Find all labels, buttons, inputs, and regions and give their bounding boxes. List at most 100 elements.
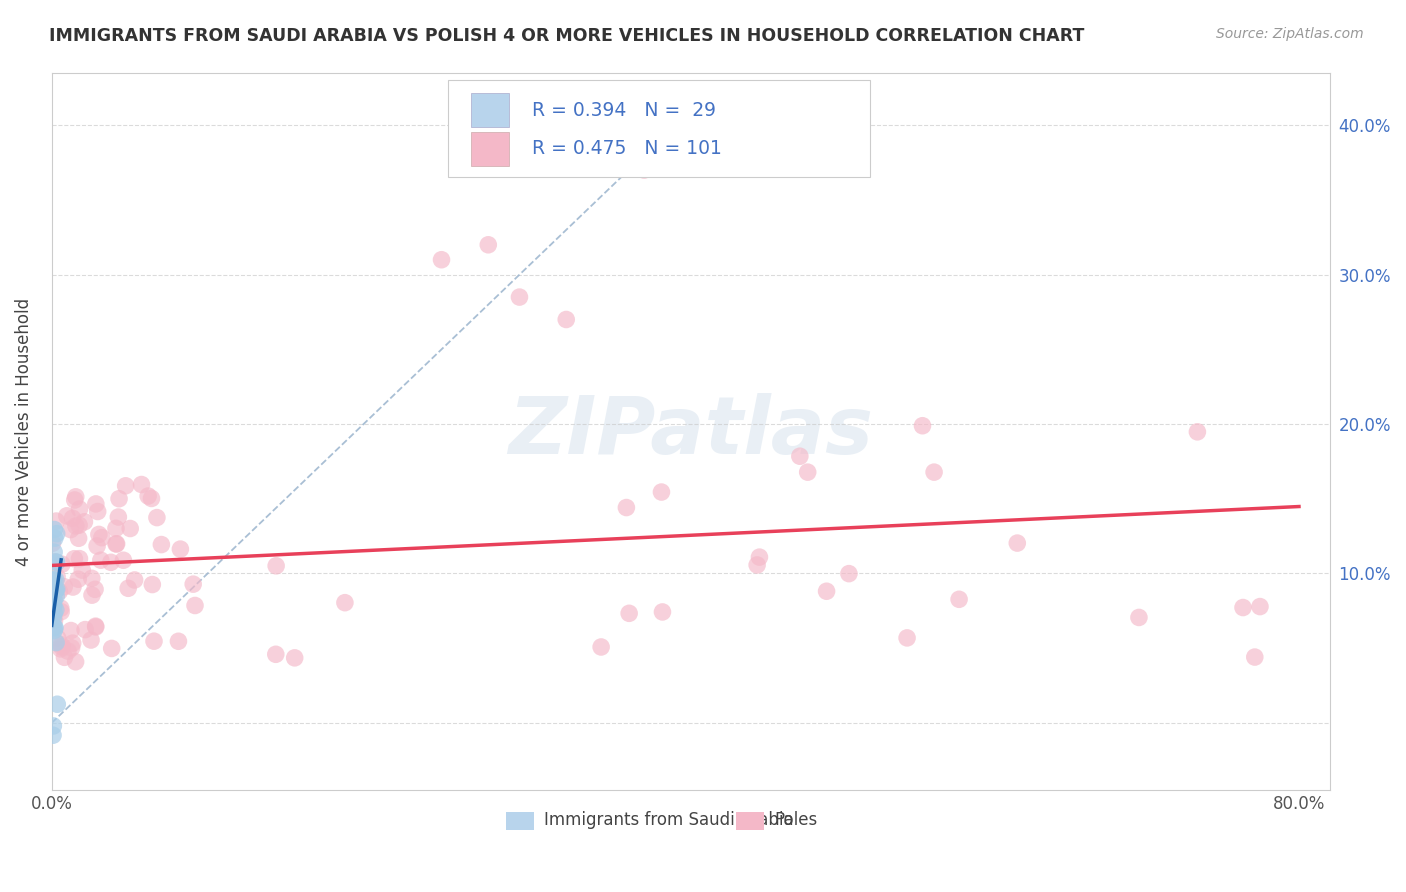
Point (72, 563, 94, 577)
Point (56, 644, 79, 658)
Point (45, 589, 67, 603)
Point (181, 577, 204, 591)
Text: Poles: Poles (775, 811, 817, 830)
Point (45, 583, 67, 598)
Point (1243, 650, 1265, 665)
Point (948, 592, 970, 607)
Point (69, 502, 91, 516)
Point (65, 490, 87, 504)
FancyBboxPatch shape (449, 80, 870, 177)
Point (42, 597, 65, 611)
Point (1187, 425, 1209, 439)
Point (45, 635, 67, 649)
Point (41, 590, 63, 604)
Point (45, 555, 67, 569)
Point (45, 514, 67, 528)
Point (896, 631, 918, 645)
Point (264, 558, 287, 573)
Point (44, 531, 66, 545)
Point (62, 580, 84, 594)
Point (42, 573, 65, 587)
Point (45, 603, 67, 617)
Point (184, 599, 207, 613)
Point (1128, 610, 1150, 624)
Text: Immigrants from Saudi Arabia: Immigrants from Saudi Arabia (544, 811, 793, 830)
Point (53, 650, 76, 665)
Point (42, 573, 65, 587)
Point (114, 479, 136, 493)
Point (748, 550, 770, 565)
Point (617, 607, 640, 621)
Point (84, 620, 107, 634)
Point (80, 571, 103, 585)
Text: ZIPatlas: ZIPatlas (509, 392, 873, 471)
Point (44, 555, 66, 569)
Point (796, 465, 818, 479)
Point (63, 551, 86, 566)
Point (44, 606, 66, 620)
Point (141, 577, 163, 591)
Point (44, 523, 66, 537)
Point (100, 555, 122, 569)
Point (922, 465, 945, 479)
Point (42, 728, 65, 742)
Point (264, 648, 287, 662)
Point (84, 497, 107, 511)
Bar (471, 93, 509, 128)
Point (60, 640, 83, 655)
Point (86, 539, 108, 553)
Point (46, 697, 69, 711)
Point (105, 537, 128, 551)
Point (1007, 536, 1029, 550)
Point (51, 558, 73, 572)
Point (555, 312, 578, 326)
Point (45, 556, 67, 570)
Point (86, 504, 108, 518)
Point (508, 290, 530, 304)
Point (80, 633, 103, 648)
Point (789, 449, 811, 463)
Point (169, 542, 191, 557)
Point (42, 624, 65, 638)
Text: R = 0.394   N =  29: R = 0.394 N = 29 (533, 101, 717, 120)
Point (65, 519, 87, 533)
Point (65, 655, 87, 669)
Point (117, 582, 139, 596)
Point (1232, 600, 1254, 615)
Text: IMMIGRANTS FROM SAUDI ARABIA VS POLISH 4 OR MORE VEHICLES IN HOUSEHOLD CORRELATI: IMMIGRANTS FROM SAUDI ARABIA VS POLISH 4… (49, 27, 1084, 45)
Point (46, 632, 69, 646)
Point (747, 558, 769, 572)
Bar (506, 812, 534, 830)
Point (141, 491, 163, 506)
Point (591, 640, 613, 654)
Point (69, 551, 91, 566)
Point (48, 584, 70, 599)
Point (131, 477, 153, 491)
Point (42, 589, 65, 603)
Point (104, 521, 127, 535)
Point (44, 620, 66, 634)
Point (67, 531, 90, 545)
Point (49, 641, 72, 656)
Point (45, 583, 67, 598)
Point (67, 518, 90, 533)
Point (143, 634, 166, 648)
Y-axis label: 4 or more Vehicles in Household: 4 or more Vehicles in Household (15, 297, 32, 566)
Point (59, 624, 82, 638)
Point (87, 527, 110, 541)
Point (633, 163, 655, 178)
Point (167, 634, 190, 648)
Point (120, 522, 142, 536)
Point (44, 545, 66, 559)
Point (41, 536, 63, 550)
Text: Source: ZipAtlas.com: Source: ZipAtlas.com (1216, 27, 1364, 41)
Point (42, 719, 65, 733)
Point (46, 570, 69, 584)
Point (53, 580, 76, 594)
Point (42, 599, 65, 613)
Point (105, 537, 128, 551)
Point (112, 553, 135, 567)
Point (59, 523, 82, 537)
Point (430, 252, 453, 267)
Point (44, 592, 66, 607)
